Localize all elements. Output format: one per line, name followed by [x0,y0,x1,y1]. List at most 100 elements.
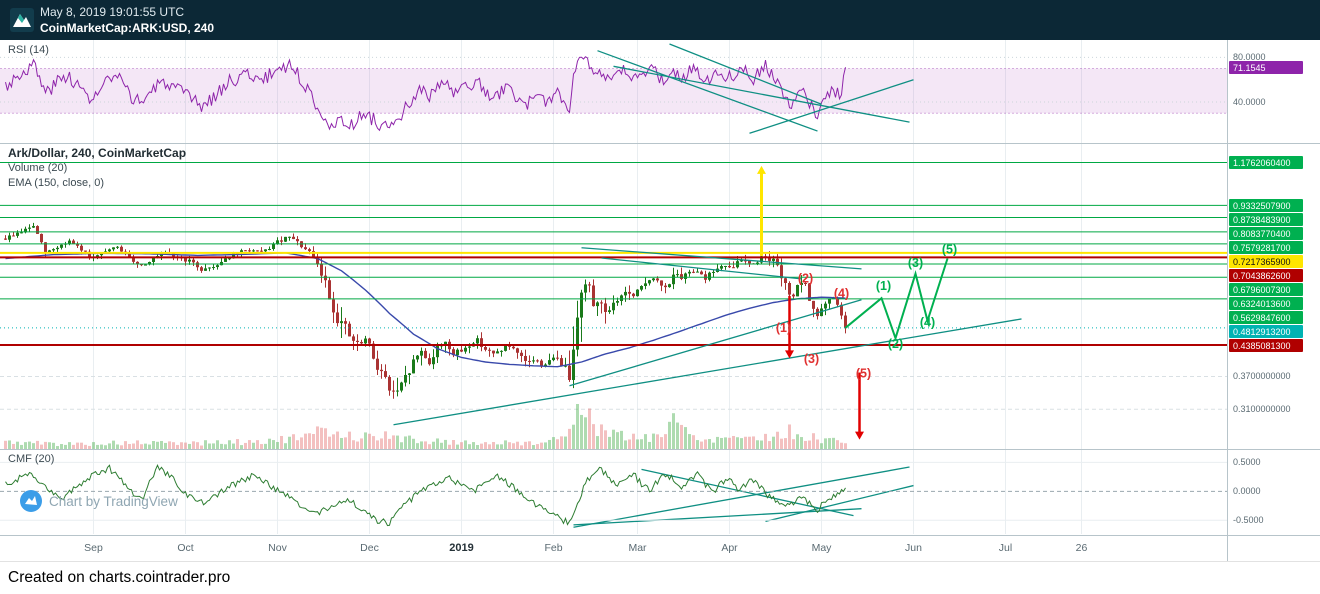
volume-bar [268,438,271,449]
candle-body [400,382,403,391]
projection-arrow-head [785,350,794,359]
volume-bar [600,424,603,449]
volume-bar [596,436,599,449]
volume-bar [488,444,491,449]
volume-bar [504,440,507,449]
candle-body [280,240,283,242]
price-level-badge: 0.7043862600 [1229,268,1303,282]
candle-body [540,360,543,367]
volume-bar [232,443,235,449]
volume-bar [544,442,547,449]
volume-bar [128,443,131,449]
volume-bar [320,427,323,449]
candle-body [592,285,595,307]
price-level-badge: 0.8083770400 [1229,226,1303,240]
volume-bar [444,439,447,449]
volume-bar [656,434,659,449]
volume-bar [316,426,319,449]
volume-bar [556,439,559,449]
candle-body [568,365,571,380]
time-axis[interactable]: Sep Oct Nov Dec 2019 Feb Mar Apr May Jun Jul 26 [0,536,1228,561]
candle-body [744,260,747,262]
candle-body [324,275,327,281]
candle-body [824,303,827,309]
candle-body [644,283,647,287]
candle-body [12,235,15,237]
candle-body [316,257,319,264]
candle-body [292,236,295,240]
candle-body [284,236,287,242]
price-axis[interactable]: 80.0000 40.0000 0.3700000000 0.3100000000 0.… [1228,40,1320,561]
tradingview-watermark[interactable]: Chart by TradingView [20,490,178,512]
candle-body [576,317,579,350]
footer-bar: Created on charts.cointrader.pro [0,561,1320,594]
volume-bar [824,438,827,449]
volume-bar [668,421,671,449]
volume-bar [280,435,283,449]
candle-body [36,226,39,234]
volume-bar [580,414,583,449]
candle-body [224,258,227,262]
candle-body [688,271,691,274]
volume-bar [176,444,179,449]
candle-body [676,274,679,276]
volume-bar [292,434,295,449]
volume-bar [184,442,187,449]
candle-body [376,358,379,370]
candle-body [708,272,711,280]
time-axis-label: Feb [544,542,563,554]
candle-body [504,345,507,351]
price-level-badge: 0.6796007300 [1229,282,1303,296]
cmf-pane-label: CMF (20) [8,453,55,465]
candle-body [840,304,843,316]
candle-body [560,358,563,367]
candle-body [404,374,407,383]
volume-bar [108,443,111,449]
candle-body [620,295,623,302]
candle-body [268,248,271,250]
candle-body [48,250,51,254]
volume-bar [716,436,719,449]
candle-body [436,346,439,358]
trend-line [393,318,1022,426]
trend-line [581,247,862,270]
candle-body [508,345,511,347]
volume-bar [560,436,563,449]
volume-bar [476,444,479,449]
candle-body [636,289,639,297]
volume-bar [8,440,11,449]
candle-body [804,283,807,285]
candle-body [548,360,551,365]
candle-body [604,303,607,312]
candle-body [248,250,251,252]
volume-bar [752,436,755,449]
volume-bar [664,434,667,449]
candle-body [600,302,603,304]
candle-body [276,240,279,244]
volume-bar [632,433,635,449]
candle-body [308,249,311,252]
candle-body [616,301,619,303]
candle-body [88,251,91,258]
volume-bar [24,442,27,449]
volume-bar [648,441,651,449]
volume-bar [764,433,767,449]
volume-bar [608,436,611,449]
candle-body [652,278,655,281]
candle-body [328,280,331,300]
volume-bar [304,433,307,449]
volume-bar [260,444,263,449]
candle-body [332,299,335,313]
chart-canvas[interactable]: (1) (2) (3) (4) (5) (1) (2) (3) (4) (5) [0,0,1320,561]
candle-body [516,348,519,353]
volume-bar [240,445,243,449]
volume-bar [420,441,423,449]
volume-bar [428,444,431,449]
volume-bar [500,444,503,449]
volume-bar [332,434,335,449]
candle-body [360,341,363,344]
candle-body [800,283,803,285]
volume-bar [584,417,587,449]
candle-body [500,350,503,352]
